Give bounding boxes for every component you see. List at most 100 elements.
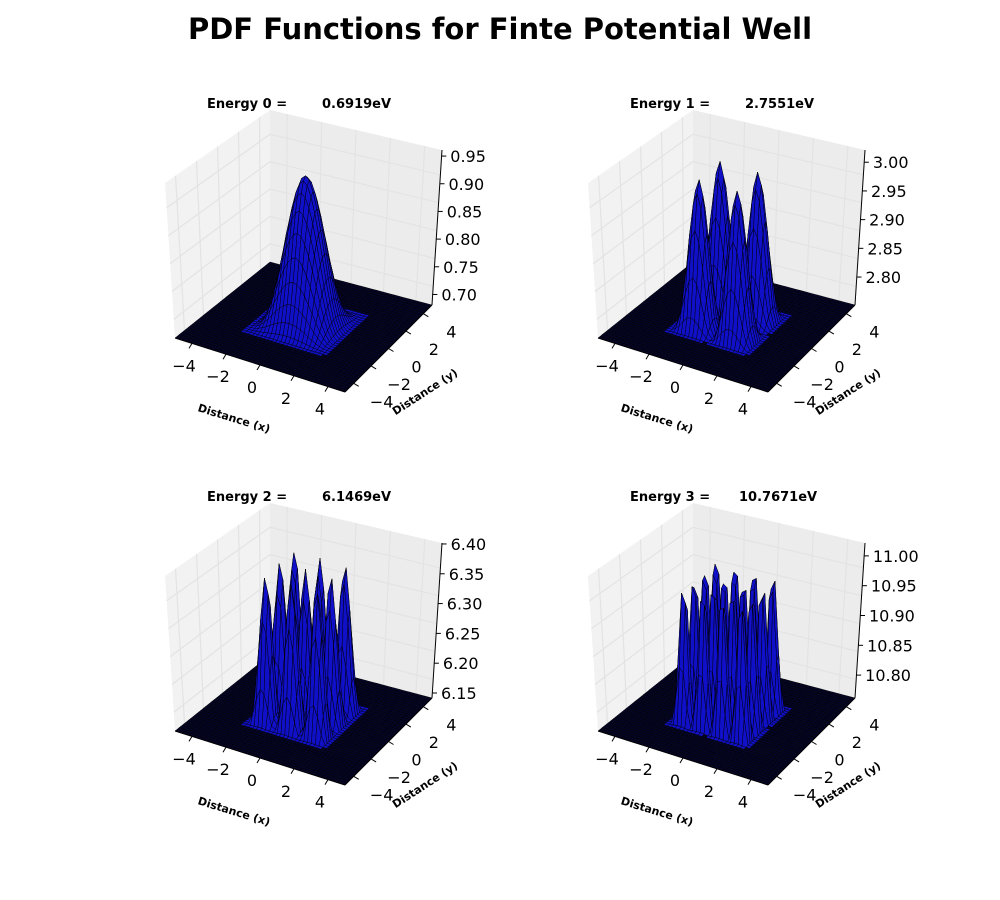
y-tick-label: 4 <box>869 716 879 735</box>
x-tick-label: 0 <box>247 771 257 790</box>
y-tick <box>353 382 359 387</box>
x-axis-label: Distance (x) <box>619 794 694 828</box>
x-tick-label: −2 <box>206 760 230 779</box>
z-axis-line <box>431 542 443 699</box>
surface <box>597 160 856 393</box>
z-tick-label: 10.80 <box>865 666 911 685</box>
y-tick-label: −2 <box>810 375 834 394</box>
x-tick <box>290 375 295 382</box>
y-tick-label: −2 <box>810 768 834 787</box>
x-tick <box>256 757 261 764</box>
y-tick-label: 4 <box>869 323 879 342</box>
x-tick <box>188 736 193 742</box>
z-tick-label: 0.70 <box>441 285 477 304</box>
z-tick-label: 6.15 <box>441 684 477 703</box>
subplot-title-prefix: Energy 0 = <box>207 97 287 112</box>
y-tick <box>370 758 377 763</box>
z-axis-line <box>431 149 443 306</box>
z-tick-label: 2.95 <box>871 182 907 201</box>
y-tick-label: −2 <box>387 768 411 787</box>
y-tick <box>793 365 800 370</box>
x-tick <box>645 746 650 753</box>
x-axis-label: Distance (x) <box>196 794 271 828</box>
y-tick-label: −4 <box>793 392 817 411</box>
z-tick-label: 2.80 <box>865 268 901 287</box>
x-tick-label: −4 <box>595 356 619 375</box>
z-tick-label: 6.40 <box>451 535 487 554</box>
surface <box>597 563 856 786</box>
z-tick-label: 11.00 <box>873 547 919 566</box>
x-tick <box>324 779 329 785</box>
y-tick-label: 0 <box>834 751 844 770</box>
x-tick-label: −2 <box>629 760 653 779</box>
x-tick <box>222 746 227 753</box>
subplot-title-value: 0.6919eV <box>322 97 391 112</box>
z-tick-label: 2.90 <box>869 211 905 230</box>
left-pane <box>588 110 693 338</box>
surface <box>174 552 433 786</box>
x-tick <box>679 757 684 764</box>
z-tick-label: 10.85 <box>867 636 913 655</box>
x-tick-label: 4 <box>738 793 748 812</box>
z-tick-label: 10.90 <box>869 607 915 626</box>
x-tick-label: 2 <box>281 389 291 408</box>
x-tick <box>188 343 193 349</box>
z-tick-label: 6.20 <box>443 654 479 673</box>
y-tick <box>828 723 835 728</box>
z-tick-label: 0.80 <box>445 230 481 249</box>
x-tick <box>713 768 718 775</box>
z-tick-label: 0.75 <box>443 258 479 277</box>
y-tick-label: 2 <box>852 340 862 359</box>
y-tick <box>846 706 852 711</box>
subplot-title-prefix: Energy 2 = <box>207 490 287 505</box>
z-tick-label: 0.85 <box>447 202 483 221</box>
y-tick <box>423 706 429 711</box>
y-tick <box>388 348 394 352</box>
z-tick-label: 2.85 <box>867 239 903 258</box>
z-axis-line <box>854 542 866 699</box>
grid-lines <box>166 113 441 331</box>
y-tick <box>793 758 800 763</box>
x-tick <box>645 353 650 360</box>
left-pane <box>165 503 270 731</box>
y-tick <box>776 775 782 780</box>
page-title: PDF Functions for Finte Potential Well <box>187 12 813 46</box>
x-tick-label: 0 <box>247 378 257 397</box>
subplot-title-value: 6.1469eV <box>322 490 391 505</box>
y-tick <box>370 365 377 370</box>
z-tick-label: 6.30 <box>447 595 483 614</box>
x-tick-label: −4 <box>172 356 196 375</box>
y-tick-label: 2 <box>429 340 439 359</box>
x-tick-label: 2 <box>704 782 714 801</box>
y-tick <box>405 330 412 335</box>
x-tick <box>222 353 227 360</box>
z-tick-label: 10.95 <box>871 577 917 596</box>
x-tick-label: 0 <box>670 771 680 790</box>
y-tick <box>405 723 412 728</box>
x-tick-label: 2 <box>281 782 291 801</box>
left-pane <box>588 503 693 731</box>
x-tick-label: −4 <box>595 749 619 768</box>
x-tick-label: 2 <box>704 389 714 408</box>
x-tick <box>256 364 261 371</box>
y-tick-label: −4 <box>793 785 817 804</box>
x-tick-label: 4 <box>315 400 325 419</box>
x-tick <box>679 364 684 371</box>
y-tick-label: 4 <box>446 323 456 342</box>
z-tick-label: 6.25 <box>445 624 481 643</box>
x-tick <box>611 736 616 742</box>
y-tick <box>388 741 394 745</box>
y-tick-label: −4 <box>370 785 394 804</box>
x-tick-label: 4 <box>738 400 748 419</box>
x-tick-label: −2 <box>629 367 653 386</box>
x-tick <box>611 343 616 349</box>
x-tick <box>713 375 718 382</box>
z-axis-line <box>854 149 866 306</box>
y-tick <box>776 382 782 387</box>
x-tick <box>747 386 752 392</box>
y-tick <box>846 313 852 318</box>
z-tick-label: 6.35 <box>449 565 485 584</box>
